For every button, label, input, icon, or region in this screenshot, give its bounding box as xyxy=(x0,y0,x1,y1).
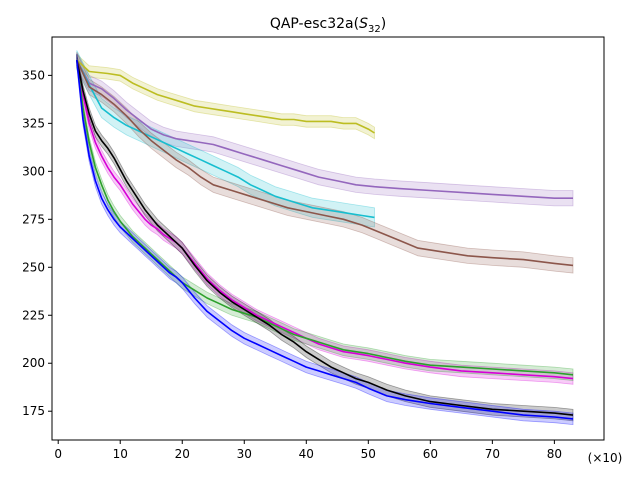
y-tick-label: 250 xyxy=(22,260,45,274)
y-tick-label: 225 xyxy=(22,308,45,322)
chart-title-suffix: ) xyxy=(381,16,386,32)
x-tick-label: 70 xyxy=(485,447,500,461)
y-tick-label: 350 xyxy=(22,68,45,82)
band-brown xyxy=(76,52,574,274)
line-black xyxy=(76,59,574,416)
x-tick-label: 10 xyxy=(113,447,128,461)
chart-title-sub: 32 xyxy=(368,24,381,35)
x-tick-label: 20 xyxy=(175,447,190,461)
y-tick-label: 300 xyxy=(22,164,45,178)
chart-title-var: S xyxy=(359,16,368,32)
line-blue xyxy=(76,59,574,420)
x-tick-label: 50 xyxy=(361,447,376,461)
y-tick-label: 275 xyxy=(22,212,45,226)
plot-frame xyxy=(51,36,605,441)
chart-title: QAP-esc32a(S32) xyxy=(270,16,386,35)
series-lines xyxy=(76,59,574,420)
line-cyan xyxy=(76,59,375,219)
x-tick-label: 30 xyxy=(237,447,252,461)
y-tick-label: 175 xyxy=(22,404,45,418)
x-axis: 0 10 20 30 40 50 60 70 80 xyxy=(54,440,562,461)
y-tick-label: 200 xyxy=(22,356,45,370)
x-multiplier-label: (×10) xyxy=(588,451,623,465)
y-axis: 175 200 225 250 275 300 325 350 xyxy=(22,68,52,418)
x-tick-label: 80 xyxy=(547,447,562,461)
x-tick-label: 0 xyxy=(54,447,62,461)
x-tick-label: 60 xyxy=(423,447,438,461)
band-purple xyxy=(76,52,574,207)
line-green xyxy=(76,59,574,376)
line-purple xyxy=(76,59,573,199)
confidence-bands xyxy=(76,50,574,426)
line-olive xyxy=(76,59,375,134)
chart-title-prefix: QAP-esc32a( xyxy=(270,16,359,32)
band-blue xyxy=(76,54,574,426)
y-tick-label: 325 xyxy=(22,116,45,130)
band-magenta xyxy=(76,54,574,385)
line-magenta xyxy=(76,59,574,380)
band-olive xyxy=(76,53,375,140)
band-green xyxy=(76,54,574,381)
line-brown xyxy=(76,59,574,267)
x-tick-label: 40 xyxy=(299,447,314,461)
